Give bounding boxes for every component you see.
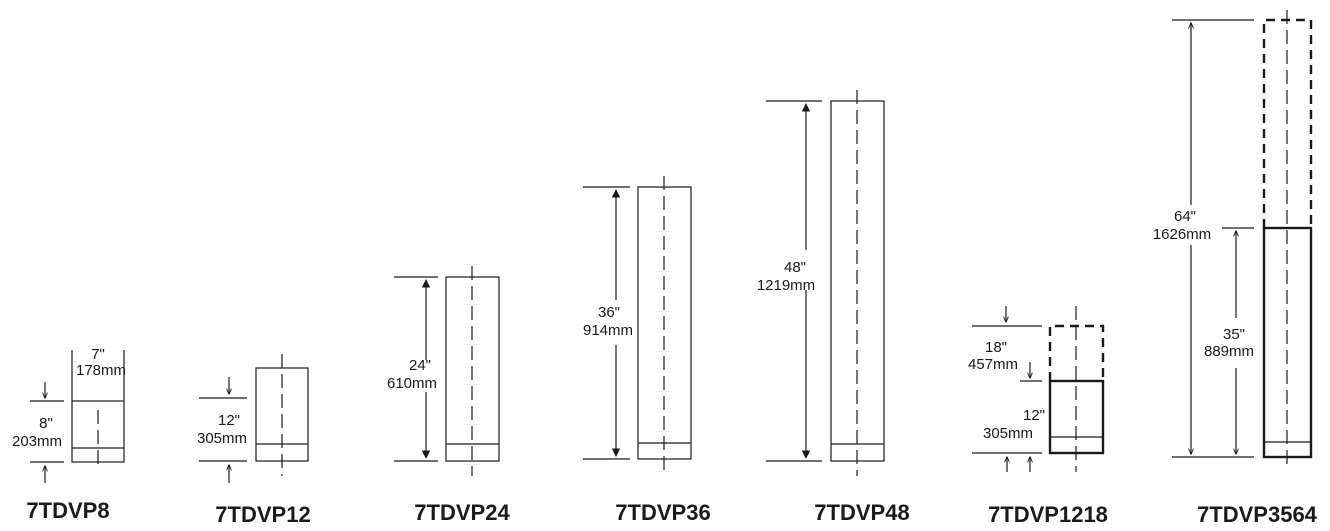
min-in: 12" [1023,407,1045,424]
product-name: 7TDVP3564 [1197,502,1318,527]
width-mm: 178mm [76,362,126,379]
max-mm: 1626mm [1153,226,1211,243]
product-7tdvp36: 36" 914mm 7TDVP36 [583,176,711,525]
height-in: 36" [598,304,620,321]
min-mm: 889mm [1204,343,1254,360]
height-in: 8" [39,415,53,432]
height-mm: 914mm [583,322,633,339]
product-name: 7TDVP1218 [988,502,1108,527]
product-name: 7TDVP24 [414,500,510,525]
product-name: 7TDVP48 [814,500,909,525]
min-mm: 305mm [983,425,1033,442]
product-7tdvp12: 12" 305mm 7TDVP12 [197,354,311,527]
max-in: 64" [1174,208,1196,225]
height-mm: 1219mm [757,277,815,294]
height-in: 48" [784,259,806,276]
height-mm: 610mm [387,375,437,392]
height-in: 24" [409,357,431,374]
width-in: 7" [91,346,105,363]
max-mm: 457mm [968,356,1018,373]
product-7tdvp1218: 18" 457mm 12" 305mm 7TDVP1218 [968,306,1108,527]
product-name: 7TDVP36 [615,500,710,525]
min-in: 35" [1223,326,1245,343]
max-in: 18" [985,339,1007,356]
product-name: 7TDVP12 [215,502,310,527]
product-7tdvp24: 24" 610mm 7TDVP24 [387,266,510,525]
product-7tdvp48: 48" 1219mm 7TDVP48 [757,90,910,525]
product-7tdvp3564: 64" 1626mm 35" 889mm 7TDVP3564 [1153,10,1318,527]
product-7tdvp8: 8" 203mm 7" 178mm 7TDVP8 [12,346,126,523]
height-in: 12" [218,412,240,429]
product-name: 7TDVP8 [26,498,109,523]
height-mm: 305mm [197,430,247,447]
height-mm: 203mm [12,433,62,450]
